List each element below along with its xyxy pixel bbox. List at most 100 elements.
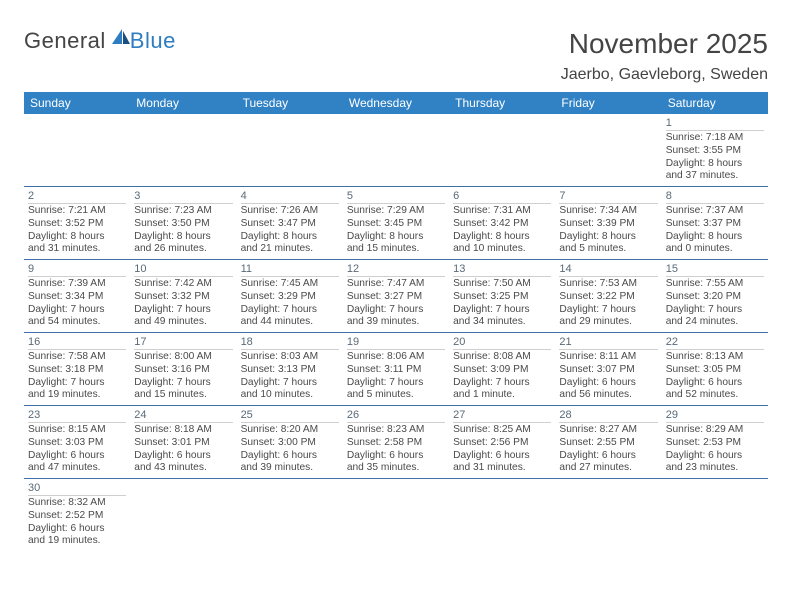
logo-text-a: General — [24, 28, 106, 54]
day-number: 15 — [666, 263, 764, 277]
day-cell — [130, 479, 236, 551]
daylight-line: Daylight: 6 hours — [453, 450, 551, 463]
daylight-line: Daylight: 6 hours — [241, 450, 339, 463]
sunrise-line: Sunrise: 8:23 AM — [347, 424, 445, 437]
day-number: 23 — [28, 409, 126, 423]
day-number: 6 — [453, 190, 551, 204]
day-number: 24 — [134, 409, 232, 423]
day-cell — [449, 479, 555, 551]
daylight-line: and 44 minutes. — [241, 316, 339, 329]
sunset-line: Sunset: 3:45 PM — [347, 218, 445, 231]
day-cell — [555, 114, 661, 186]
day-number: 28 — [559, 409, 657, 423]
sunset-line: Sunset: 2:52 PM — [28, 510, 126, 523]
sunrise-line: Sunrise: 7:42 AM — [134, 278, 232, 291]
sunset-line: Sunset: 3:09 PM — [453, 364, 551, 377]
day-cell: 22Sunrise: 8:13 AMSunset: 3:05 PMDayligh… — [662, 333, 768, 405]
day-cell: 20Sunrise: 8:08 AMSunset: 3:09 PMDayligh… — [449, 333, 555, 405]
daylight-line: Daylight: 8 hours — [559, 231, 657, 244]
day-cell — [555, 479, 661, 551]
sunrise-line: Sunrise: 7:21 AM — [28, 205, 126, 218]
daylight-line: Daylight: 7 hours — [28, 304, 126, 317]
sunrise-line: Sunrise: 8:27 AM — [559, 424, 657, 437]
daylight-line: Daylight: 6 hours — [559, 450, 657, 463]
day-cell: 29Sunrise: 8:29 AMSunset: 2:53 PMDayligh… — [662, 406, 768, 478]
daylight-line: Daylight: 8 hours — [666, 231, 764, 244]
daylight-line: and 37 minutes. — [666, 170, 764, 183]
daylight-line: and 54 minutes. — [28, 316, 126, 329]
daylight-line: and 43 minutes. — [134, 462, 232, 475]
sunset-line: Sunset: 2:55 PM — [559, 437, 657, 450]
daylight-line: Daylight: 6 hours — [28, 450, 126, 463]
daylight-line: and 19 minutes. — [28, 535, 126, 548]
day-number: 8 — [666, 190, 764, 204]
sunrise-line: Sunrise: 8:08 AM — [453, 351, 551, 364]
sunset-line: Sunset: 3:55 PM — [666, 145, 764, 158]
daylight-line: and 5 minutes. — [559, 243, 657, 256]
day-cell: 27Sunrise: 8:25 AMSunset: 2:56 PMDayligh… — [449, 406, 555, 478]
sunset-line: Sunset: 2:53 PM — [666, 437, 764, 450]
day-number: 5 — [347, 190, 445, 204]
day-cell — [343, 114, 449, 186]
daylight-line: and 21 minutes. — [241, 243, 339, 256]
daylight-line: and 10 minutes. — [453, 243, 551, 256]
daylight-line: and 26 minutes. — [134, 243, 232, 256]
sunrise-line: Sunrise: 7:58 AM — [28, 351, 126, 364]
day-cell: 19Sunrise: 8:06 AMSunset: 3:11 PMDayligh… — [343, 333, 449, 405]
daylight-line: and 29 minutes. — [559, 316, 657, 329]
sunset-line: Sunset: 3:42 PM — [453, 218, 551, 231]
sunrise-line: Sunrise: 7:37 AM — [666, 205, 764, 218]
day-number: 14 — [559, 263, 657, 277]
daylight-line: and 23 minutes. — [666, 462, 764, 475]
day-cell — [343, 479, 449, 551]
day-number: 10 — [134, 263, 232, 277]
day-number: 30 — [28, 482, 126, 496]
sunrise-line: Sunrise: 7:34 AM — [559, 205, 657, 218]
title-block: November 2025 Jaerbo, Gaevleborg, Sweden — [561, 28, 768, 84]
daylight-line: Daylight: 8 hours — [347, 231, 445, 244]
daylight-line: and 47 minutes. — [28, 462, 126, 475]
sunset-line: Sunset: 3:05 PM — [666, 364, 764, 377]
sunrise-line: Sunrise: 7:53 AM — [559, 278, 657, 291]
sunset-line: Sunset: 3:18 PM — [28, 364, 126, 377]
logo: General Blue — [24, 28, 176, 54]
sunset-line: Sunset: 2:58 PM — [347, 437, 445, 450]
daylight-line: Daylight: 6 hours — [666, 377, 764, 390]
sail-icon — [108, 28, 132, 54]
sunrise-line: Sunrise: 7:47 AM — [347, 278, 445, 291]
sunset-line: Sunset: 3:25 PM — [453, 291, 551, 304]
sunrise-line: Sunrise: 8:18 AM — [134, 424, 232, 437]
daylight-line: Daylight: 7 hours — [453, 304, 551, 317]
month-title: November 2025 — [561, 28, 768, 60]
daylight-line: and 10 minutes. — [241, 389, 339, 402]
day-header: Sunday — [24, 92, 130, 114]
daylight-line: Daylight: 7 hours — [347, 377, 445, 390]
day-number: 29 — [666, 409, 764, 423]
sunset-line: Sunset: 2:56 PM — [453, 437, 551, 450]
sunset-line: Sunset: 3:22 PM — [559, 291, 657, 304]
sunrise-line: Sunrise: 8:03 AM — [241, 351, 339, 364]
day-cell: 4Sunrise: 7:26 AMSunset: 3:47 PMDaylight… — [237, 187, 343, 259]
day-number: 19 — [347, 336, 445, 350]
day-cell: 8Sunrise: 7:37 AMSunset: 3:37 PMDaylight… — [662, 187, 768, 259]
day-cell: 16Sunrise: 7:58 AMSunset: 3:18 PMDayligh… — [24, 333, 130, 405]
daylight-line: and 34 minutes. — [453, 316, 551, 329]
sunrise-line: Sunrise: 8:32 AM — [28, 497, 126, 510]
day-cell: 2Sunrise: 7:21 AMSunset: 3:52 PMDaylight… — [24, 187, 130, 259]
day-cell: 14Sunrise: 7:53 AMSunset: 3:22 PMDayligh… — [555, 260, 661, 332]
daylight-line: and 52 minutes. — [666, 389, 764, 402]
day-cell — [24, 114, 130, 186]
sunrise-line: Sunrise: 8:25 AM — [453, 424, 551, 437]
day-number: 18 — [241, 336, 339, 350]
sunrise-line: Sunrise: 8:06 AM — [347, 351, 445, 364]
daylight-line: Daylight: 6 hours — [28, 523, 126, 536]
day-header: Wednesday — [343, 92, 449, 114]
sunset-line: Sunset: 3:03 PM — [28, 437, 126, 450]
day-header: Thursday — [449, 92, 555, 114]
day-header: Monday — [130, 92, 236, 114]
day-cell: 23Sunrise: 8:15 AMSunset: 3:03 PMDayligh… — [24, 406, 130, 478]
sunrise-line: Sunrise: 8:00 AM — [134, 351, 232, 364]
sunrise-line: Sunrise: 8:20 AM — [241, 424, 339, 437]
sunset-line: Sunset: 3:34 PM — [28, 291, 126, 304]
daylight-line: Daylight: 7 hours — [134, 377, 232, 390]
